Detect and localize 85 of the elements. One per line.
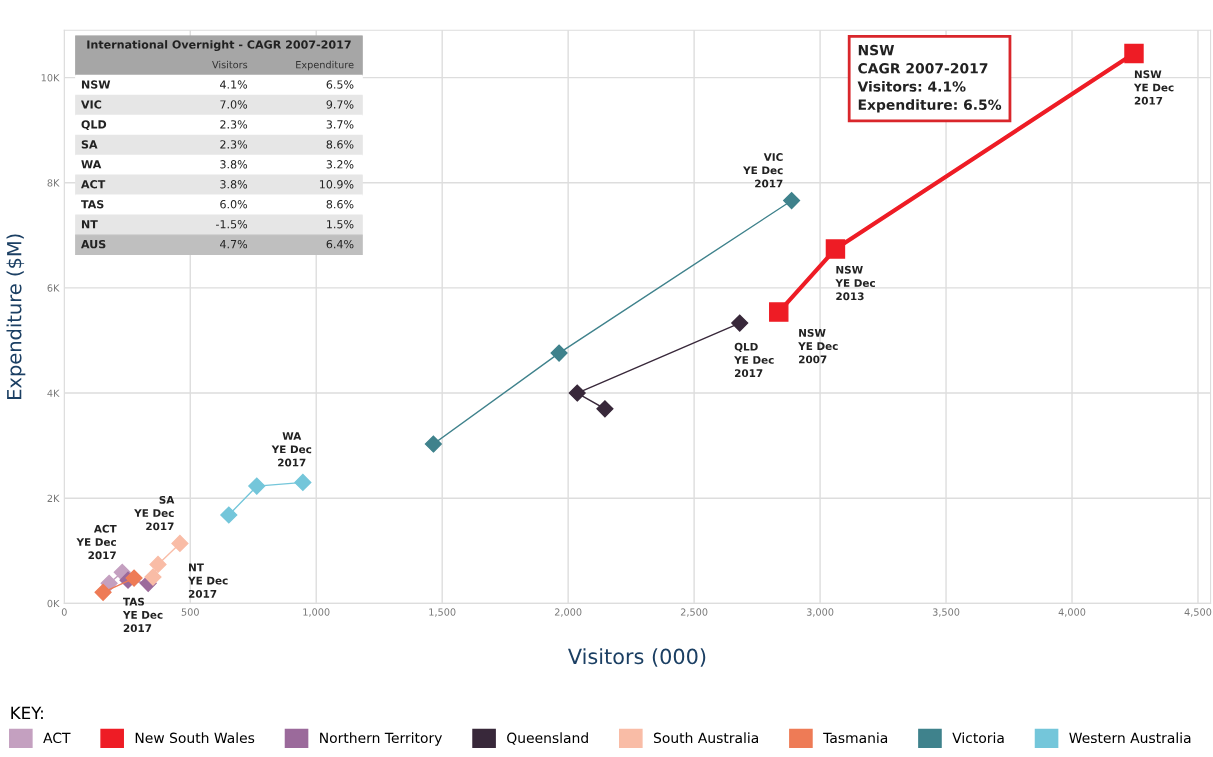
point	[424, 435, 442, 453]
y-tick-label: 0K	[47, 599, 60, 608]
y-tick-label: 6K	[47, 284, 60, 292]
annotation: NSW	[81, 80, 111, 89]
point	[149, 555, 167, 573]
point	[125, 569, 143, 587]
y-tick-label: 2K	[47, 494, 60, 502]
point	[783, 192, 801, 210]
legend-label: Victoria	[952, 732, 1004, 744]
annotation: 3.8%	[220, 180, 248, 189]
x-tick-label: 4,000	[1058, 608, 1086, 617]
annotation: WA YE Dec 2017	[271, 432, 312, 467]
annotation: 8.6%	[326, 200, 354, 209]
annotation: SA YE Dec 2017	[134, 495, 175, 531]
annotation: 3.8%	[220, 160, 248, 169]
annotation: NSW YE Dec 2007	[798, 328, 838, 364]
x-tick-label: 0	[61, 608, 67, 616]
annotation: TAS YE Dec 2017	[122, 597, 163, 633]
legend-label: New South Wales	[135, 732, 255, 744]
x-tick-label: 1,000	[303, 608, 330, 617]
point	[568, 384, 586, 402]
legend-label: South Australia	[653, 732, 758, 744]
legend-label: Northern Territory	[320, 732, 442, 746]
annotation: 2.3%	[220, 120, 248, 129]
annotation: 6.0%	[220, 200, 248, 209]
annotation: 3.2%	[326, 160, 354, 169]
annotation: NT YE Dec 2017	[187, 563, 228, 598]
point	[769, 302, 789, 322]
point	[825, 239, 846, 259]
x-tick-label: 3,000	[806, 608, 834, 617]
annotation: 6.4%	[326, 239, 354, 249]
point	[94, 583, 112, 601]
annotation: NSW YE Dec 2013	[835, 265, 875, 301]
point	[144, 568, 162, 586]
point	[220, 506, 238, 524]
y-tick-label: 4K	[47, 389, 60, 397]
annotation: 3.7%	[326, 120, 354, 129]
annotation: ACT YE Dec 2017	[76, 524, 117, 560]
annotation: 4.1%	[220, 80, 248, 89]
legend-label: Tasmania	[823, 732, 888, 744]
y-tick-label: 8K	[47, 179, 60, 187]
annotation: Expenditure	[296, 60, 354, 71]
annotation: AUS	[81, 239, 106, 249]
x-tick-label: 4,500	[1184, 608, 1212, 617]
annotation: NSW YE Dec 2017	[1133, 70, 1174, 105]
legend-label: Queensland	[507, 732, 588, 745]
x-tick-label: 3,500	[932, 608, 960, 617]
annotation: 4.7%	[220, 239, 248, 249]
annotation: 9.7%	[326, 100, 354, 109]
annotation: VIC YE Dec 2017	[743, 153, 783, 188]
legend-label: Western Australia	[1069, 732, 1191, 744]
annotation: NSW CAGR 2007-2017 Visitors: 4.1% Expenditure: 6.5%	[857, 44, 1002, 113]
annotation: SA	[81, 140, 98, 149]
annotation: -1.5%	[216, 219, 248, 229]
annotation: TAS	[81, 200, 104, 209]
annotation: 2.3%	[220, 140, 248, 149]
y-tick-label: 10K	[41, 74, 60, 82]
point	[1124, 43, 1144, 64]
annotation: 8.6%	[326, 140, 354, 149]
legend-title: KEY:	[11, 706, 43, 720]
annotation: ACT	[81, 180, 106, 189]
annotation: NT	[81, 220, 98, 229]
point	[596, 400, 614, 418]
annotation: VIC	[81, 100, 102, 109]
x-tick-label: 2,000	[554, 608, 582, 617]
y-axis-title: Expenditure ($M)	[6, 234, 26, 399]
annotation: 7.0%	[220, 100, 248, 109]
x-tick-label: 2,500	[680, 608, 708, 617]
annotation: Visitors	[212, 60, 248, 69]
annotation: 1.5%	[327, 219, 354, 229]
point	[248, 477, 266, 495]
point	[294, 473, 312, 491]
text: International Overnight - CAGR 2007-2017	[87, 40, 351, 51]
x-tick-label: 1,500	[429, 608, 456, 617]
point	[731, 314, 749, 332]
annotation: 6.5%	[326, 80, 354, 89]
annotation: WA	[81, 160, 102, 169]
x-axis-title: Visitors (000)	[568, 648, 706, 667]
point	[550, 344, 568, 362]
x-tick-label: 500	[181, 608, 199, 616]
annotation: 10.9%	[319, 180, 354, 189]
annotation: QLD YE Dec 2017	[734, 342, 774, 378]
annotation: QLD	[81, 120, 107, 131]
point	[171, 534, 189, 552]
legend-label: ACT	[43, 732, 71, 744]
